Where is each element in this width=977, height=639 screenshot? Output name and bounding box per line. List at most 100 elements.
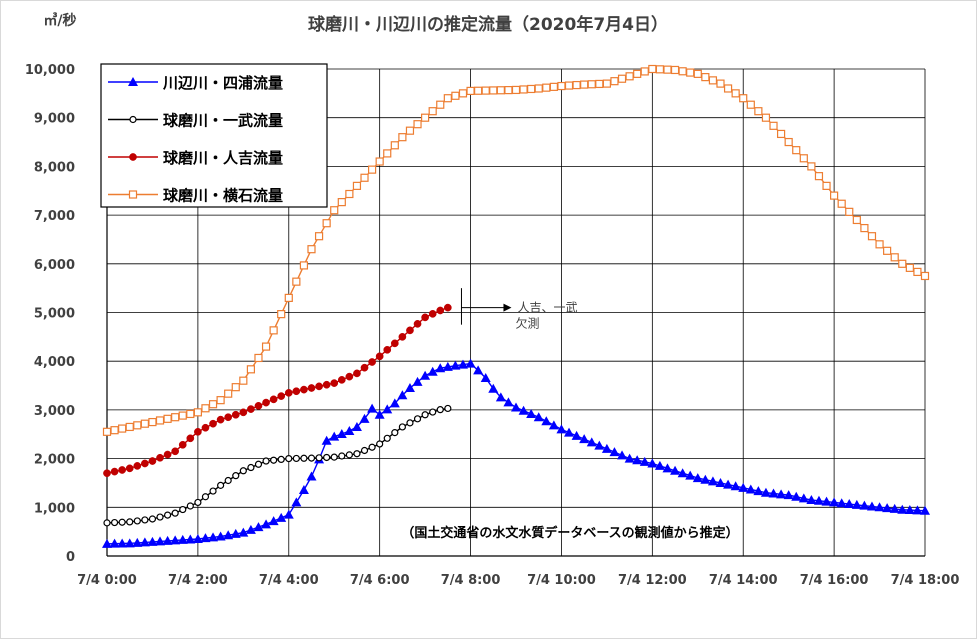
series-0	[102, 358, 930, 548]
data-point	[322, 380, 331, 389]
data-point	[382, 404, 393, 414]
data-point	[822, 181, 831, 190]
data-point	[224, 476, 232, 485]
data-point	[920, 271, 930, 281]
data-point	[776, 489, 787, 499]
data-point	[601, 443, 612, 453]
data-point	[617, 450, 628, 460]
data-point	[353, 450, 361, 458]
data-point	[488, 383, 499, 393]
data-point	[300, 385, 308, 394]
data-point	[708, 76, 718, 85]
data-point	[141, 516, 149, 524]
data-point	[677, 468, 688, 478]
legend-item: 球磨川・横石流量	[108, 187, 283, 205]
data-point	[389, 398, 400, 408]
x-tick-label: 7/4 4:00	[259, 573, 319, 588]
data-point	[495, 392, 506, 402]
data-point	[670, 465, 681, 475]
data-point	[587, 80, 596, 89]
data-point	[648, 64, 657, 74]
data-point	[155, 536, 166, 546]
data-point	[336, 428, 347, 438]
data-point	[298, 484, 309, 494]
data-point	[481, 86, 490, 95]
x-tick-label: 7/4 8:00	[441, 573, 501, 588]
series-line	[106, 306, 449, 474]
data-point	[103, 469, 111, 478]
data-point	[723, 84, 733, 93]
data-point	[330, 206, 339, 215]
legend-marker	[129, 115, 137, 124]
data-point	[715, 477, 726, 487]
data-point	[239, 408, 248, 417]
data-point	[110, 467, 119, 476]
data-point	[126, 518, 134, 526]
data-point	[208, 532, 219, 542]
data-point	[345, 189, 354, 199]
data-point	[867, 232, 877, 241]
data-point	[231, 410, 240, 419]
data-point	[109, 538, 120, 548]
legend-box	[100, 63, 328, 208]
data-point	[277, 455, 285, 464]
data-point	[685, 470, 696, 480]
data-point	[276, 512, 287, 522]
data-point	[904, 505, 915, 515]
x-tick-label: 7/4 16:00	[800, 573, 869, 588]
data-point	[444, 404, 452, 413]
data-point	[859, 500, 870, 510]
y-axis-unit-label: ㎥/秒	[43, 12, 76, 29]
data-point	[700, 474, 711, 484]
data-point	[548, 420, 559, 430]
data-point	[783, 490, 794, 500]
data-point	[579, 434, 590, 444]
data-point	[707, 476, 718, 486]
data-point	[171, 447, 180, 456]
data-point	[345, 372, 354, 381]
data-point	[496, 86, 505, 95]
data-point	[874, 502, 885, 512]
data-point	[405, 126, 415, 135]
data-point	[571, 430, 582, 440]
data-point	[686, 68, 695, 77]
y-tick-label: 5,000	[34, 307, 75, 322]
data-point	[814, 172, 824, 181]
data-point	[224, 389, 233, 398]
data-point	[133, 421, 142, 430]
data-point	[556, 424, 567, 434]
series-1	[103, 404, 452, 527]
x-tick-label: 7/4 0:00	[77, 573, 137, 588]
data-point	[292, 454, 300, 463]
data-point	[375, 352, 384, 361]
data-point	[148, 457, 157, 465]
data-point	[851, 499, 862, 509]
data-point	[435, 363, 446, 373]
data-point	[215, 531, 226, 541]
data-point	[163, 450, 172, 459]
data-point	[193, 408, 202, 417]
data-point	[519, 85, 528, 94]
data-point	[230, 528, 241, 538]
data-point	[270, 456, 278, 464]
y-tick-label: 0	[66, 550, 75, 565]
data-point	[533, 412, 544, 422]
data-point	[360, 173, 369, 182]
data-point	[882, 503, 893, 513]
data-point	[247, 463, 255, 472]
data-point	[798, 493, 809, 503]
data-point	[262, 457, 270, 465]
data-point	[254, 401, 263, 410]
x-tick-label: 7/4 12:00	[618, 573, 687, 588]
data-point	[457, 359, 468, 369]
data-point	[398, 133, 407, 142]
annotation-arrowhead	[503, 303, 512, 312]
data-point	[580, 80, 589, 89]
legend-item: 球磨川・人吉流量	[108, 149, 283, 167]
data-point	[860, 223, 869, 233]
data-point	[564, 427, 575, 437]
data-point	[223, 530, 234, 540]
data-point	[307, 384, 316, 392]
